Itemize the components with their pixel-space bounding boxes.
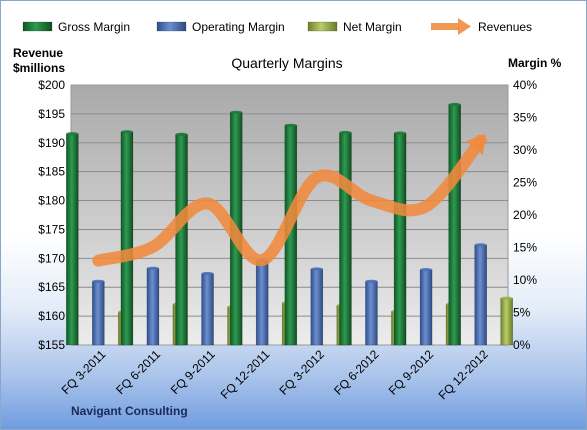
left-tick-label: $200 [38, 78, 65, 92]
right-tick-label: 10% [513, 273, 537, 287]
revenue-arrow-head [465, 134, 486, 156]
right-axis-ticks: 0% 5% 10% 15% 20% 25% 30% 35% 40% [513, 78, 537, 352]
legend-net-margin-swatch [307, 21, 338, 32]
left-axis-label-line-2: $millions [13, 61, 65, 75]
gross-margin-bar-cap [448, 102, 461, 107]
gross-margin-bar [339, 132, 352, 346]
left-axis-label-line-1: Revenue [13, 46, 63, 60]
operating-margin-bar-cap [310, 267, 323, 271]
operating-margin-bar [146, 268, 160, 346]
gross-margin-bar [393, 132, 407, 346]
left-tick-label: $180 [38, 194, 65, 208]
net-margin-bar-cap [500, 296, 513, 300]
gross-margin-bar [175, 134, 188, 346]
right-tick-label: 0% [513, 338, 531, 352]
right-tick-label: 35% [513, 111, 537, 125]
operating-margin-bar [310, 268, 324, 346]
right-tick-label: 5% [513, 306, 531, 320]
operating-margin-bar-cap [146, 266, 159, 270]
revenue-series-line [92, 134, 487, 267]
left-tick-label: $190 [38, 136, 65, 150]
left-tick-label: $160 [38, 309, 65, 323]
x-tick-label: FQ 9-2011 [168, 347, 218, 397]
operating-margin-bar-cap [201, 271, 214, 276]
x-tick-label: FQ 3-2011 [59, 347, 109, 397]
operating-margin-bar [92, 281, 105, 346]
gross-margin-bar [120, 131, 134, 346]
legend-operating-margin-label: Operating Margin [192, 20, 285, 34]
left-tick-label: $165 [38, 280, 65, 294]
x-tick-label: FQ 6-2012 [331, 347, 382, 398]
right-tick-label: 30% [513, 143, 537, 157]
gross-margin-bar [66, 133, 79, 346]
x-tick-label: FQ 6-2011 [113, 347, 163, 397]
left-axis-ticks: $155 $160 $165 $170 $175 $180 $185 $190 $195 $200 [38, 78, 65, 352]
legend-revenues-arrow [458, 18, 471, 35]
chart-title: Quarterly Margins [231, 55, 342, 71]
legend: Gross Margin Operating Margin Net Margin Re… [22, 18, 532, 35]
legend-operating-margin-swatch [156, 21, 187, 32]
right-axis-label: Margin % [508, 56, 562, 70]
left-tick-label: $175 [38, 222, 65, 236]
footer-source: Navigant Consulting [71, 404, 188, 418]
operating-margin-bar-cap [92, 279, 105, 283]
left-tick-label: $155 [38, 338, 65, 352]
operating-margin-bar-cap [365, 279, 378, 283]
left-tick-label: $170 [38, 251, 65, 265]
operating-margin-bar-cap [474, 243, 487, 247]
gross-margin-bar-cap [339, 130, 352, 135]
revenue-line [92, 134, 487, 267]
legend-gross-margin-swatch [22, 21, 53, 32]
right-tick-label: 20% [513, 208, 537, 222]
gross-margin-bar [448, 104, 461, 346]
x-tick-label: FQ 12-2012 [436, 347, 491, 402]
x-tick-label: FQ 3-2012 [276, 347, 327, 398]
right-tick-label: 40% [513, 78, 537, 92]
gross-margin-bar-cap [175, 132, 188, 136]
gross-margin-bar-cap [284, 123, 297, 127]
net-margin-bar [500, 297, 513, 346]
x-tick-label: FQ 12-2011 [218, 347, 273, 402]
operating-margin-bar [365, 281, 378, 346]
operating-margin-bar [474, 244, 487, 346]
gross-margin-bar-cap [66, 132, 79, 136]
operating-margin-bar [255, 260, 269, 346]
operating-margin-bar [201, 273, 214, 346]
x-tick-label: FQ 9-2012 [386, 347, 437, 398]
bar-series [66, 102, 513, 346]
gross-margin-bar-cap [230, 110, 243, 114]
x-axis-ticks: FQ 3-2011 FQ 6-2011 FQ 9-2011 FQ 12-2011 FQ … [59, 347, 491, 402]
gross-margin-bar-cap [394, 131, 407, 135]
operating-margin-bar [419, 269, 433, 346]
right-tick-label: 25% [513, 176, 537, 190]
left-tick-label: $185 [38, 165, 65, 179]
legend-revenues-label: Revenues [478, 20, 532, 34]
gross-margin-bar-cap [120, 130, 133, 134]
operating-margin-bar-cap [420, 268, 433, 272]
left-tick-label: $195 [38, 107, 65, 121]
right-tick-label: 15% [513, 241, 537, 255]
legend-net-margin-label: Net Margin [343, 20, 402, 34]
legend-gross-margin-label: Gross Margin [58, 20, 130, 34]
